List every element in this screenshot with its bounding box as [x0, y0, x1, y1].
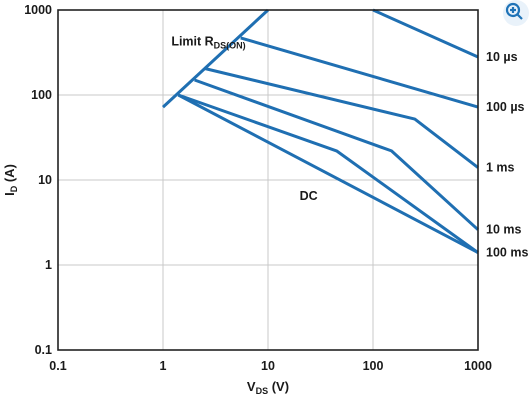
- y-tick-label: 100: [31, 88, 52, 102]
- y-axis-sub: D: [9, 185, 19, 192]
- y-tick-label: 10: [38, 173, 52, 187]
- y-tick-label: 1000: [24, 3, 52, 17]
- series-label: 10 ms: [486, 223, 521, 237]
- series-labels: 10 µs 100 µs 1 ms 10 ms 100 ms DC: [300, 50, 529, 260]
- x-tick-label: 100: [363, 359, 384, 373]
- annotation-main: Limit R: [171, 35, 213, 49]
- series-line-1-ms: [204, 67, 479, 169]
- annotation-sub: DS(ON): [214, 41, 246, 51]
- series-line-10-s: [372, 8, 479, 59]
- y-axis-title: ID (A): [2, 164, 19, 196]
- x-axis-unit: (V): [268, 379, 289, 394]
- zoom-in-button[interactable]: [503, 0, 529, 26]
- x-axis-sub: DS: [256, 386, 269, 396]
- zoom-in-icon[interactable]: [505, 2, 523, 20]
- series-label: 1 ms: [486, 161, 515, 175]
- x-axis-main: V: [247, 379, 256, 394]
- x-axis-title: VDS (V): [247, 379, 289, 396]
- x-tick-label: 0.1: [49, 359, 66, 373]
- series-line-limit-r-ds-on-: [161, 8, 270, 109]
- plot-frame: [57, 9, 479, 351]
- y-axis-main: I: [2, 192, 17, 196]
- y-tick-label: 0.1: [35, 343, 52, 357]
- grid: [57, 9, 479, 351]
- series-line-10-ms: [194, 78, 480, 231]
- x-tick-label: 10: [261, 359, 275, 373]
- x-tick-label: 1000: [464, 359, 492, 373]
- limit-rdson-annotation: Limit RDS(ON): [171, 35, 245, 51]
- series-line-dc: [177, 93, 479, 254]
- dc-label: DC: [300, 189, 318, 203]
- series-line-100-ms: [177, 93, 479, 254]
- x-tick-label: 1: [160, 359, 167, 373]
- y-axis-unit: (A): [2, 164, 17, 186]
- y-tick-label: 1: [45, 258, 52, 272]
- series-label: 100 µs: [486, 100, 525, 114]
- tick-labels: 0.1 1 10 100 1000 0.1 1 10 100 1000: [24, 3, 492, 373]
- series-line-100-s: [240, 36, 479, 109]
- curves: [161, 8, 480, 254]
- series-label: 100 ms: [486, 246, 528, 260]
- series-label: 10 µs: [486, 50, 518, 64]
